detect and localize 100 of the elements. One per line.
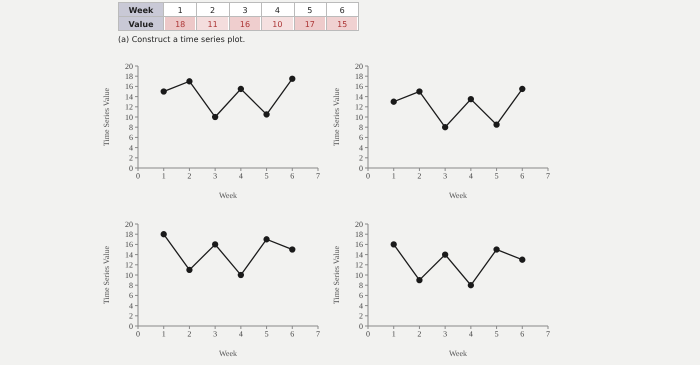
x-axis-title: Week xyxy=(118,2,164,17)
y-tick-label: 16 xyxy=(125,82,133,92)
x-tick-label: 6 xyxy=(338,5,346,17)
point xyxy=(442,124,448,130)
y-tick-label: 12 xyxy=(355,260,363,270)
y-tick-label: 16 xyxy=(355,82,363,92)
y-tick-label: 6 xyxy=(359,291,363,300)
x-tick-label: 2 xyxy=(209,5,216,17)
y-tick-label: 6 xyxy=(129,133,133,142)
y-tick-label: 4 xyxy=(129,143,133,152)
y-tick-label: 18 xyxy=(355,230,363,240)
point xyxy=(493,122,500,128)
y-tick-label: 10 xyxy=(355,270,363,280)
x-tick-label: 0 xyxy=(366,172,370,181)
x-tick-label: 6 xyxy=(290,330,294,339)
x-tick-label: 3 xyxy=(241,5,249,17)
y-tick-label: 8 xyxy=(359,123,363,132)
y-tick-label: 2 xyxy=(129,154,133,163)
x-tick-label: 5 xyxy=(264,330,269,339)
y-tick-label: 4 xyxy=(359,143,363,152)
point xyxy=(238,86,244,92)
y-tick-label: 8 xyxy=(129,123,133,132)
x-tick-label: 4 xyxy=(238,172,243,181)
point xyxy=(212,241,218,248)
x-tick-label: 6 xyxy=(520,172,524,181)
y-tick-label: 10 xyxy=(355,112,363,122)
x-tick-label: 4 xyxy=(468,172,473,181)
y-axis-title: Time Series Value xyxy=(332,87,341,146)
x-tick-label: 7 xyxy=(546,330,550,339)
point xyxy=(416,88,423,95)
y-tick-label: 20 xyxy=(355,220,363,229)
x-axis-title: Week xyxy=(448,191,468,200)
x-tick-label: 2 xyxy=(417,330,422,339)
x-tick-label: 1 xyxy=(392,330,396,339)
x-tick-label: 4 xyxy=(468,330,473,339)
y-tick-label: Value xyxy=(118,16,164,31)
x-tick-label: 3 xyxy=(443,330,448,339)
point xyxy=(468,96,474,102)
x-axis-title: Week xyxy=(448,349,468,358)
point xyxy=(519,86,526,92)
x-tick-label: 5 xyxy=(264,172,269,181)
x-tick-label: 1 xyxy=(162,330,166,339)
y-tick-label: 20 xyxy=(125,62,133,71)
data-label: 18 xyxy=(164,17,196,32)
y-tick-label: 14 xyxy=(125,250,133,260)
point xyxy=(493,246,500,253)
point xyxy=(263,111,270,118)
y-tick-label: 0 xyxy=(129,322,133,331)
point xyxy=(416,276,423,284)
y-tick-label: 4 xyxy=(129,301,133,310)
x-tick-label: 4 xyxy=(274,5,281,17)
point xyxy=(263,236,270,242)
point xyxy=(289,246,296,253)
y-tick-label: 12 xyxy=(355,102,363,112)
x-tick-label: 6 xyxy=(290,172,294,181)
x-tick-label: 0 xyxy=(136,172,140,181)
x-axis-title: Week xyxy=(218,191,238,200)
point xyxy=(186,78,193,84)
point xyxy=(160,231,167,238)
y-tick-label: 6 xyxy=(129,291,133,300)
y-tick-label: 14 xyxy=(355,250,363,260)
y-tick-label: 16 xyxy=(125,240,133,250)
y-tick-label: 8 xyxy=(129,281,133,290)
x-tick-label: 2 xyxy=(417,172,422,181)
point xyxy=(289,76,296,82)
x-axis-title: Week xyxy=(218,349,238,358)
y-axis-title: Time Series Value xyxy=(102,245,111,304)
x-tick-label: 5 xyxy=(306,5,314,17)
y-tick-label: 14 xyxy=(355,92,363,102)
y-tick-label: 0 xyxy=(359,164,363,173)
x-tick-label: 3 xyxy=(213,330,218,339)
data-label: 10 xyxy=(261,17,294,32)
x-tick-label: 0 xyxy=(366,330,370,339)
x-tick-label: 5 xyxy=(494,172,499,181)
y-tick-label: 6 xyxy=(359,133,363,142)
x-tick-label: 6 xyxy=(520,330,524,339)
point xyxy=(390,98,397,105)
point xyxy=(160,88,167,95)
x-tick-label: 2 xyxy=(187,172,192,181)
data-label: 15 xyxy=(326,17,358,32)
x-tick-label: 7 xyxy=(546,172,550,181)
y-tick-label: 0 xyxy=(359,322,363,331)
x-tick-label: 3 xyxy=(443,172,448,181)
y-tick-label: 12 xyxy=(125,102,133,112)
y-axis-title: Time Series Value xyxy=(332,245,341,304)
x-tick-label: 1 xyxy=(176,5,184,17)
y-tick-label: 8 xyxy=(359,281,363,290)
x-tick-label: 4 xyxy=(238,330,243,339)
y-tick-label: 20 xyxy=(125,220,133,229)
y-tick-label: 0 xyxy=(129,164,133,173)
annotation: (a) Construct a time series plot. xyxy=(118,35,246,44)
point xyxy=(390,241,397,248)
y-tick-label: 4 xyxy=(359,301,363,310)
point xyxy=(468,282,474,288)
x-tick-label: 7 xyxy=(316,172,320,181)
data-label: 17 xyxy=(294,17,326,32)
point xyxy=(238,272,244,278)
y-tick-label: 2 xyxy=(359,312,363,321)
point xyxy=(519,256,526,263)
y-tick-label: 2 xyxy=(359,154,363,163)
